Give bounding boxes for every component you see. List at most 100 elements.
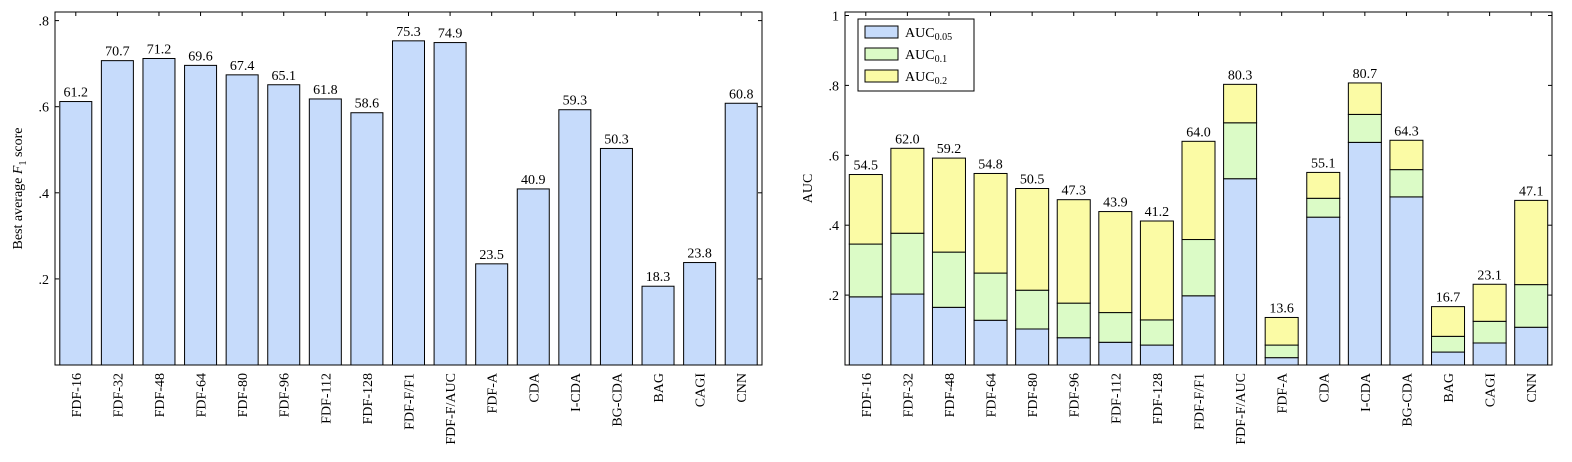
bar-auc0-05-bag [1431, 351, 1466, 366]
bar-auc0-1-fdf-80 [1015, 289, 1050, 330]
y-axis-label-sub: 1 [18, 161, 29, 166]
bar-auc0-05-fdf-64 [973, 319, 1008, 366]
data-label: 23.5 [479, 248, 504, 263]
legend-entry-base: AUC [905, 48, 935, 63]
data-label: 69.6 [188, 49, 213, 64]
legend-swatch-auc0-2 [864, 69, 899, 83]
bar-auc0-2-fdf-48 [931, 157, 966, 253]
y-axis-label-text: Best average [11, 174, 26, 249]
x-tick-label: FDF-112 [319, 373, 334, 424]
y-axis-label-rest: score [11, 127, 26, 160]
y-tick-label: .8 [39, 15, 50, 30]
y-tick-label: .6 [829, 149, 840, 164]
bar-auc0-2-fdf-64 [973, 172, 1008, 274]
y-tick-label: .4 [829, 219, 840, 234]
data-label: 50.3 [604, 132, 629, 147]
x-tick-label: FDF-48 [153, 373, 168, 417]
auc-stacked-bar-chart: .2 .4 .6 .8 1 54.5 FDF-16 62.0 FDF-32 59.2 FDF-48 5… [801, 9, 1553, 445]
bar-auc0-2-cagi [1472, 283, 1507, 322]
x-tick-label: FDF-32 [901, 373, 916, 417]
bar-auc0-1-fdf-96 [1056, 302, 1091, 339]
bar-fdf-48 [142, 57, 176, 366]
x-tick-label: FDF-A [1276, 372, 1291, 413]
x-tick-label: FDF-32 [111, 373, 126, 417]
bar-auc0-2-fdf-112 [1098, 211, 1133, 314]
bar-auc0-05-bg-cda [1389, 196, 1424, 366]
x-tick-label: FDF-F/AUC [1234, 373, 1249, 445]
data-label: 62.0 [895, 132, 920, 147]
legend-entry-sub: 0.1 [935, 54, 948, 65]
x-tick-label: FDF-16 [70, 373, 85, 417]
bar-auc0-2-fdf-80 [1015, 188, 1050, 291]
bar-auc0-1-cagi [1472, 320, 1507, 344]
data-label: 23.8 [687, 247, 712, 262]
bar-fdf-16 [59, 101, 93, 366]
bar-auc0-05-fdf-112 [1098, 341, 1133, 366]
data-label: 67.4 [230, 59, 255, 74]
x-tick-label: CNN [735, 373, 750, 403]
bar-auc0-2-fdf-a [1264, 316, 1299, 346]
bar-auc0-05-fdf-32 [890, 293, 925, 366]
x-tick-label: CAGI [694, 373, 709, 408]
data-label: 74.9 [438, 27, 463, 42]
y-tick-label: .6 [39, 101, 50, 116]
bar-auc0-2-cnn [1514, 199, 1549, 286]
data-label: 43.9 [1103, 196, 1128, 211]
legend-entry-base: AUC [905, 26, 935, 41]
bar-auc0-1-fdf-a [1264, 344, 1299, 359]
bar-auc0-05-fdf-80 [1015, 328, 1050, 366]
bar-auc0-05-cagi [1472, 342, 1507, 366]
bar-auc0-1-fdf-128 [1139, 319, 1174, 346]
x-tick-label: CDA [527, 372, 542, 402]
bar-fdf-96 [267, 84, 301, 366]
data-label: 59.2 [937, 142, 962, 157]
y-axis-label-var: F [11, 165, 26, 175]
data-label: 41.2 [1145, 205, 1170, 220]
bar-auc0-05-fdf-128 [1139, 344, 1174, 366]
y-tick-label: .8 [829, 79, 840, 94]
bar-auc0-1-bg-cda [1389, 169, 1424, 198]
x-tick-label: BG-CDA [610, 372, 625, 427]
x-tick-label: FDF-96 [278, 373, 293, 417]
bar-auc0-1-fdf-32 [890, 232, 925, 295]
legend-entry-sub: 0.2 [935, 76, 948, 87]
data-label: 64.0 [1186, 125, 1211, 140]
bar-auc0-05-fdf-96 [1056, 337, 1091, 366]
data-label: 50.5 [1020, 173, 1045, 188]
bar-auc0-05-i-cda [1347, 141, 1382, 366]
bar-auc0-2-fdf-128 [1139, 220, 1174, 321]
bar-auc0-1-fdf-112 [1098, 312, 1133, 343]
x-tick-label: CAGI [1484, 373, 1499, 408]
bar-fdf-f-f1 [392, 40, 425, 366]
bar-auc0-2-fdf-f-f1 [1181, 140, 1216, 241]
x-tick-label: BG-CDA [1400, 372, 1415, 427]
data-label: 40.9 [521, 173, 546, 188]
x-tick-label: FDF-48 [943, 373, 958, 417]
y-tick-label: .2 [829, 289, 840, 304]
data-label: 23.1 [1477, 268, 1502, 283]
data-label: 61.2 [64, 86, 89, 101]
x-tick-label: FDF-64 [985, 373, 1000, 417]
legend-entry: AUC0.1 [905, 48, 947, 65]
x-tick-label: BAG [652, 373, 667, 403]
bar-auc0-05-cda [1306, 216, 1341, 366]
bar-cagi [683, 262, 717, 366]
bar-fdf-a [475, 263, 509, 366]
bar-auc0-2-bg-cda [1389, 139, 1424, 171]
y-tick-label: .2 [39, 273, 50, 288]
bar-i-cda [558, 109, 592, 366]
x-tick-label: FDF-F/F1 [403, 373, 418, 430]
bar-auc0-1-fdf-16 [848, 243, 883, 298]
data-label: 71.2 [147, 42, 172, 57]
bar-auc0-2-i-cda [1347, 82, 1382, 115]
x-tick-label: FDF-80 [1026, 373, 1041, 417]
data-label: 80.3 [1228, 68, 1253, 83]
bar-auc0-2-bag [1431, 306, 1466, 337]
x-tick-label: CDA [1317, 372, 1332, 402]
bar-auc0-05-fdf-f-auc [1223, 178, 1258, 366]
bar-fdf-32 [100, 60, 134, 366]
bar-cnn [724, 102, 758, 366]
bar-auc0-05-fdf-a [1264, 357, 1299, 366]
bar-bag [641, 285, 675, 366]
